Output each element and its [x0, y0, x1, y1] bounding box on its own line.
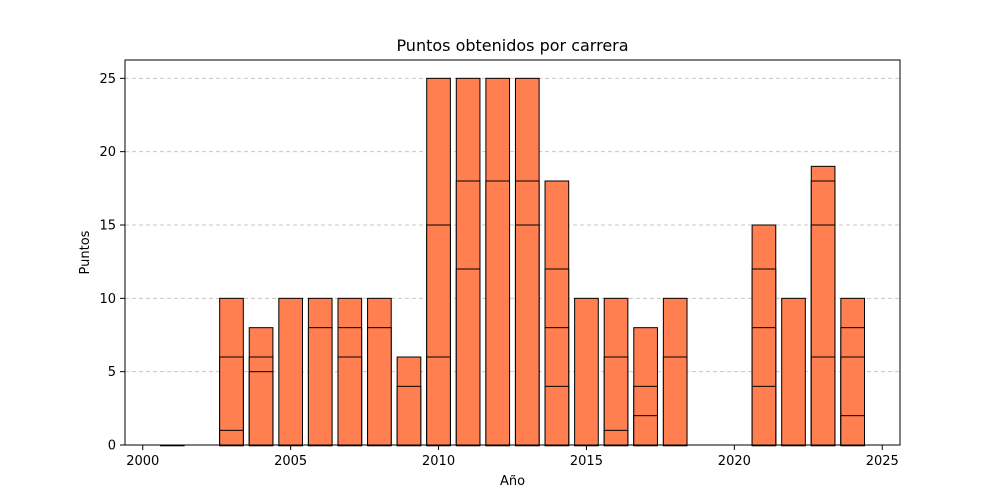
bar-2003 — [219, 429, 244, 446]
bar-2018 — [662, 356, 688, 446]
bar-2021 — [751, 385, 777, 446]
plot-frame — [124, 59, 901, 446]
x-axis-ticks: 2000 2005 2010 2015 2020 2025 — [126, 445, 899, 469]
bar-2022 — [781, 297, 806, 446]
y-tick-label: 25 — [99, 72, 116, 87]
y-tick-label: 15 — [99, 219, 116, 234]
y-tick-label: 0 — [108, 439, 116, 454]
bar-2012 — [485, 180, 511, 446]
bar-2005 — [278, 297, 303, 446]
y-axis-label: Puntos — [78, 230, 93, 274]
bar-2010 — [426, 356, 451, 446]
x-tick-label: 2010 — [422, 454, 455, 469]
bar-2006 — [307, 327, 333, 446]
bar-2017 — [633, 415, 658, 446]
bars — [159, 77, 866, 447]
y-tick-label: 5 — [108, 365, 116, 380]
bar-2015 — [574, 297, 599, 446]
chart-title: Puntos obtenidos por carrera — [396, 36, 628, 55]
x-tick-label: 2025 — [866, 454, 899, 469]
bar-2004 — [248, 371, 274, 446]
bar-2016 — [603, 429, 629, 446]
bar-2008 — [367, 327, 392, 446]
y-tick-label: 20 — [99, 145, 116, 160]
bar-2023 — [810, 356, 836, 446]
x-tick-label: 2005 — [274, 454, 307, 469]
x-tick-label: 2000 — [126, 454, 159, 469]
x-tick-label: 2020 — [718, 454, 751, 469]
bar-2009 — [396, 385, 422, 446]
bar-2011 — [455, 268, 481, 446]
bar-2013 — [514, 224, 540, 446]
x-axis-label: Año — [500, 474, 525, 489]
bar-2007 — [337, 356, 363, 446]
x-tick-label: 2015 — [570, 454, 603, 469]
y-tick-label: 10 — [99, 292, 116, 307]
y-axis-ticks: 0 5 10 15 20 25 — [99, 72, 125, 454]
bar-2024 — [840, 415, 866, 446]
bar-2014 — [544, 385, 570, 446]
